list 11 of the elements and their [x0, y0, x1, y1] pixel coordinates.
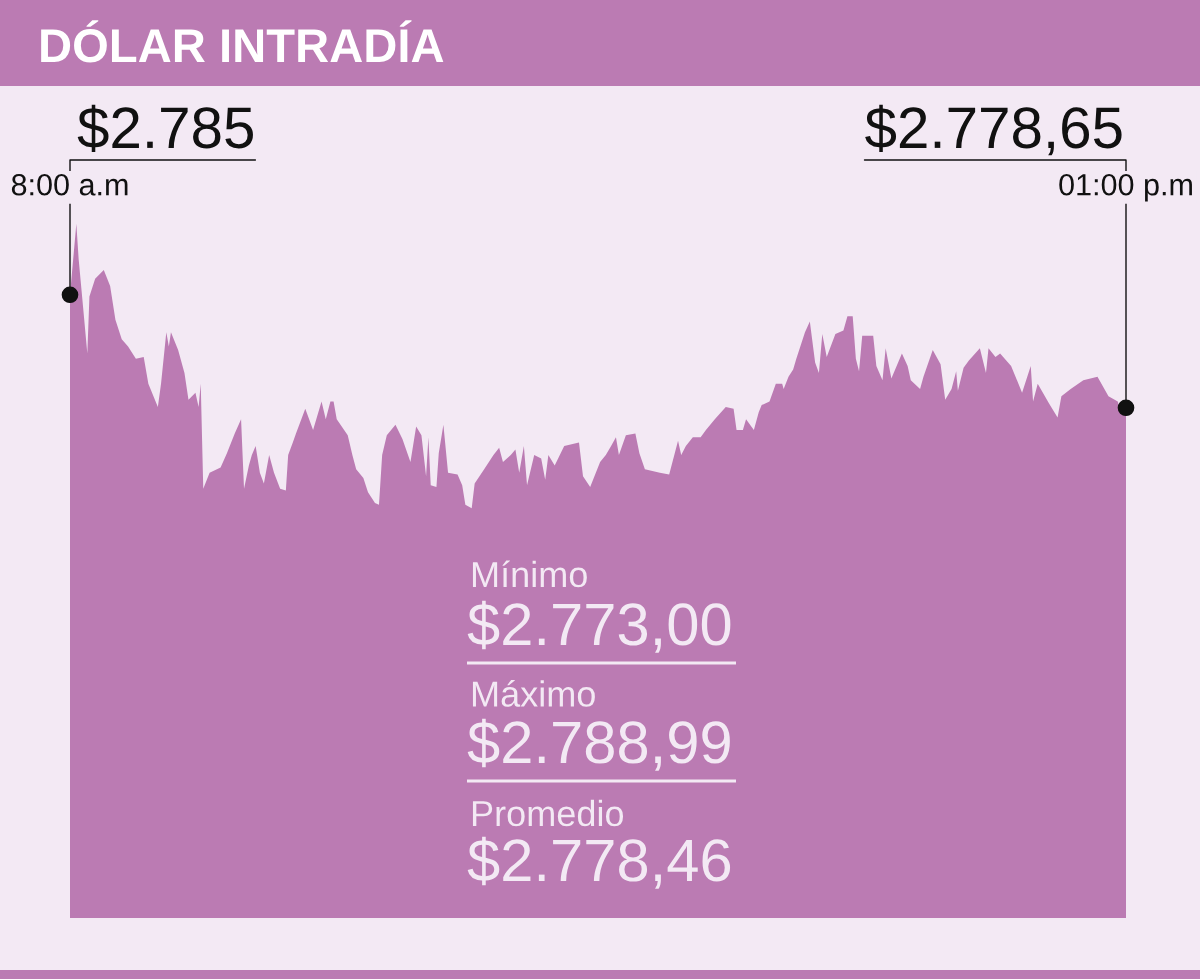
data-label: $2.785	[77, 104, 253, 152]
x-tick-label: 8:00 a.m	[11, 173, 128, 196]
annotation: $2.773,00	[467, 600, 731, 653]
annotation: $2.788,99	[467, 718, 730, 771]
annotation: Mínimo	[472, 560, 587, 588]
x-tick-label: 01:00 p.m	[1059, 173, 1192, 202]
annotation: Promedio	[472, 799, 624, 827]
data-label: $2.778,65	[865, 104, 1122, 156]
annotation: $2.778,46	[467, 836, 731, 889]
chart-title: DÓLAR INTRADÍA	[41, 20, 444, 63]
annotation: Máximo	[472, 679, 595, 707]
